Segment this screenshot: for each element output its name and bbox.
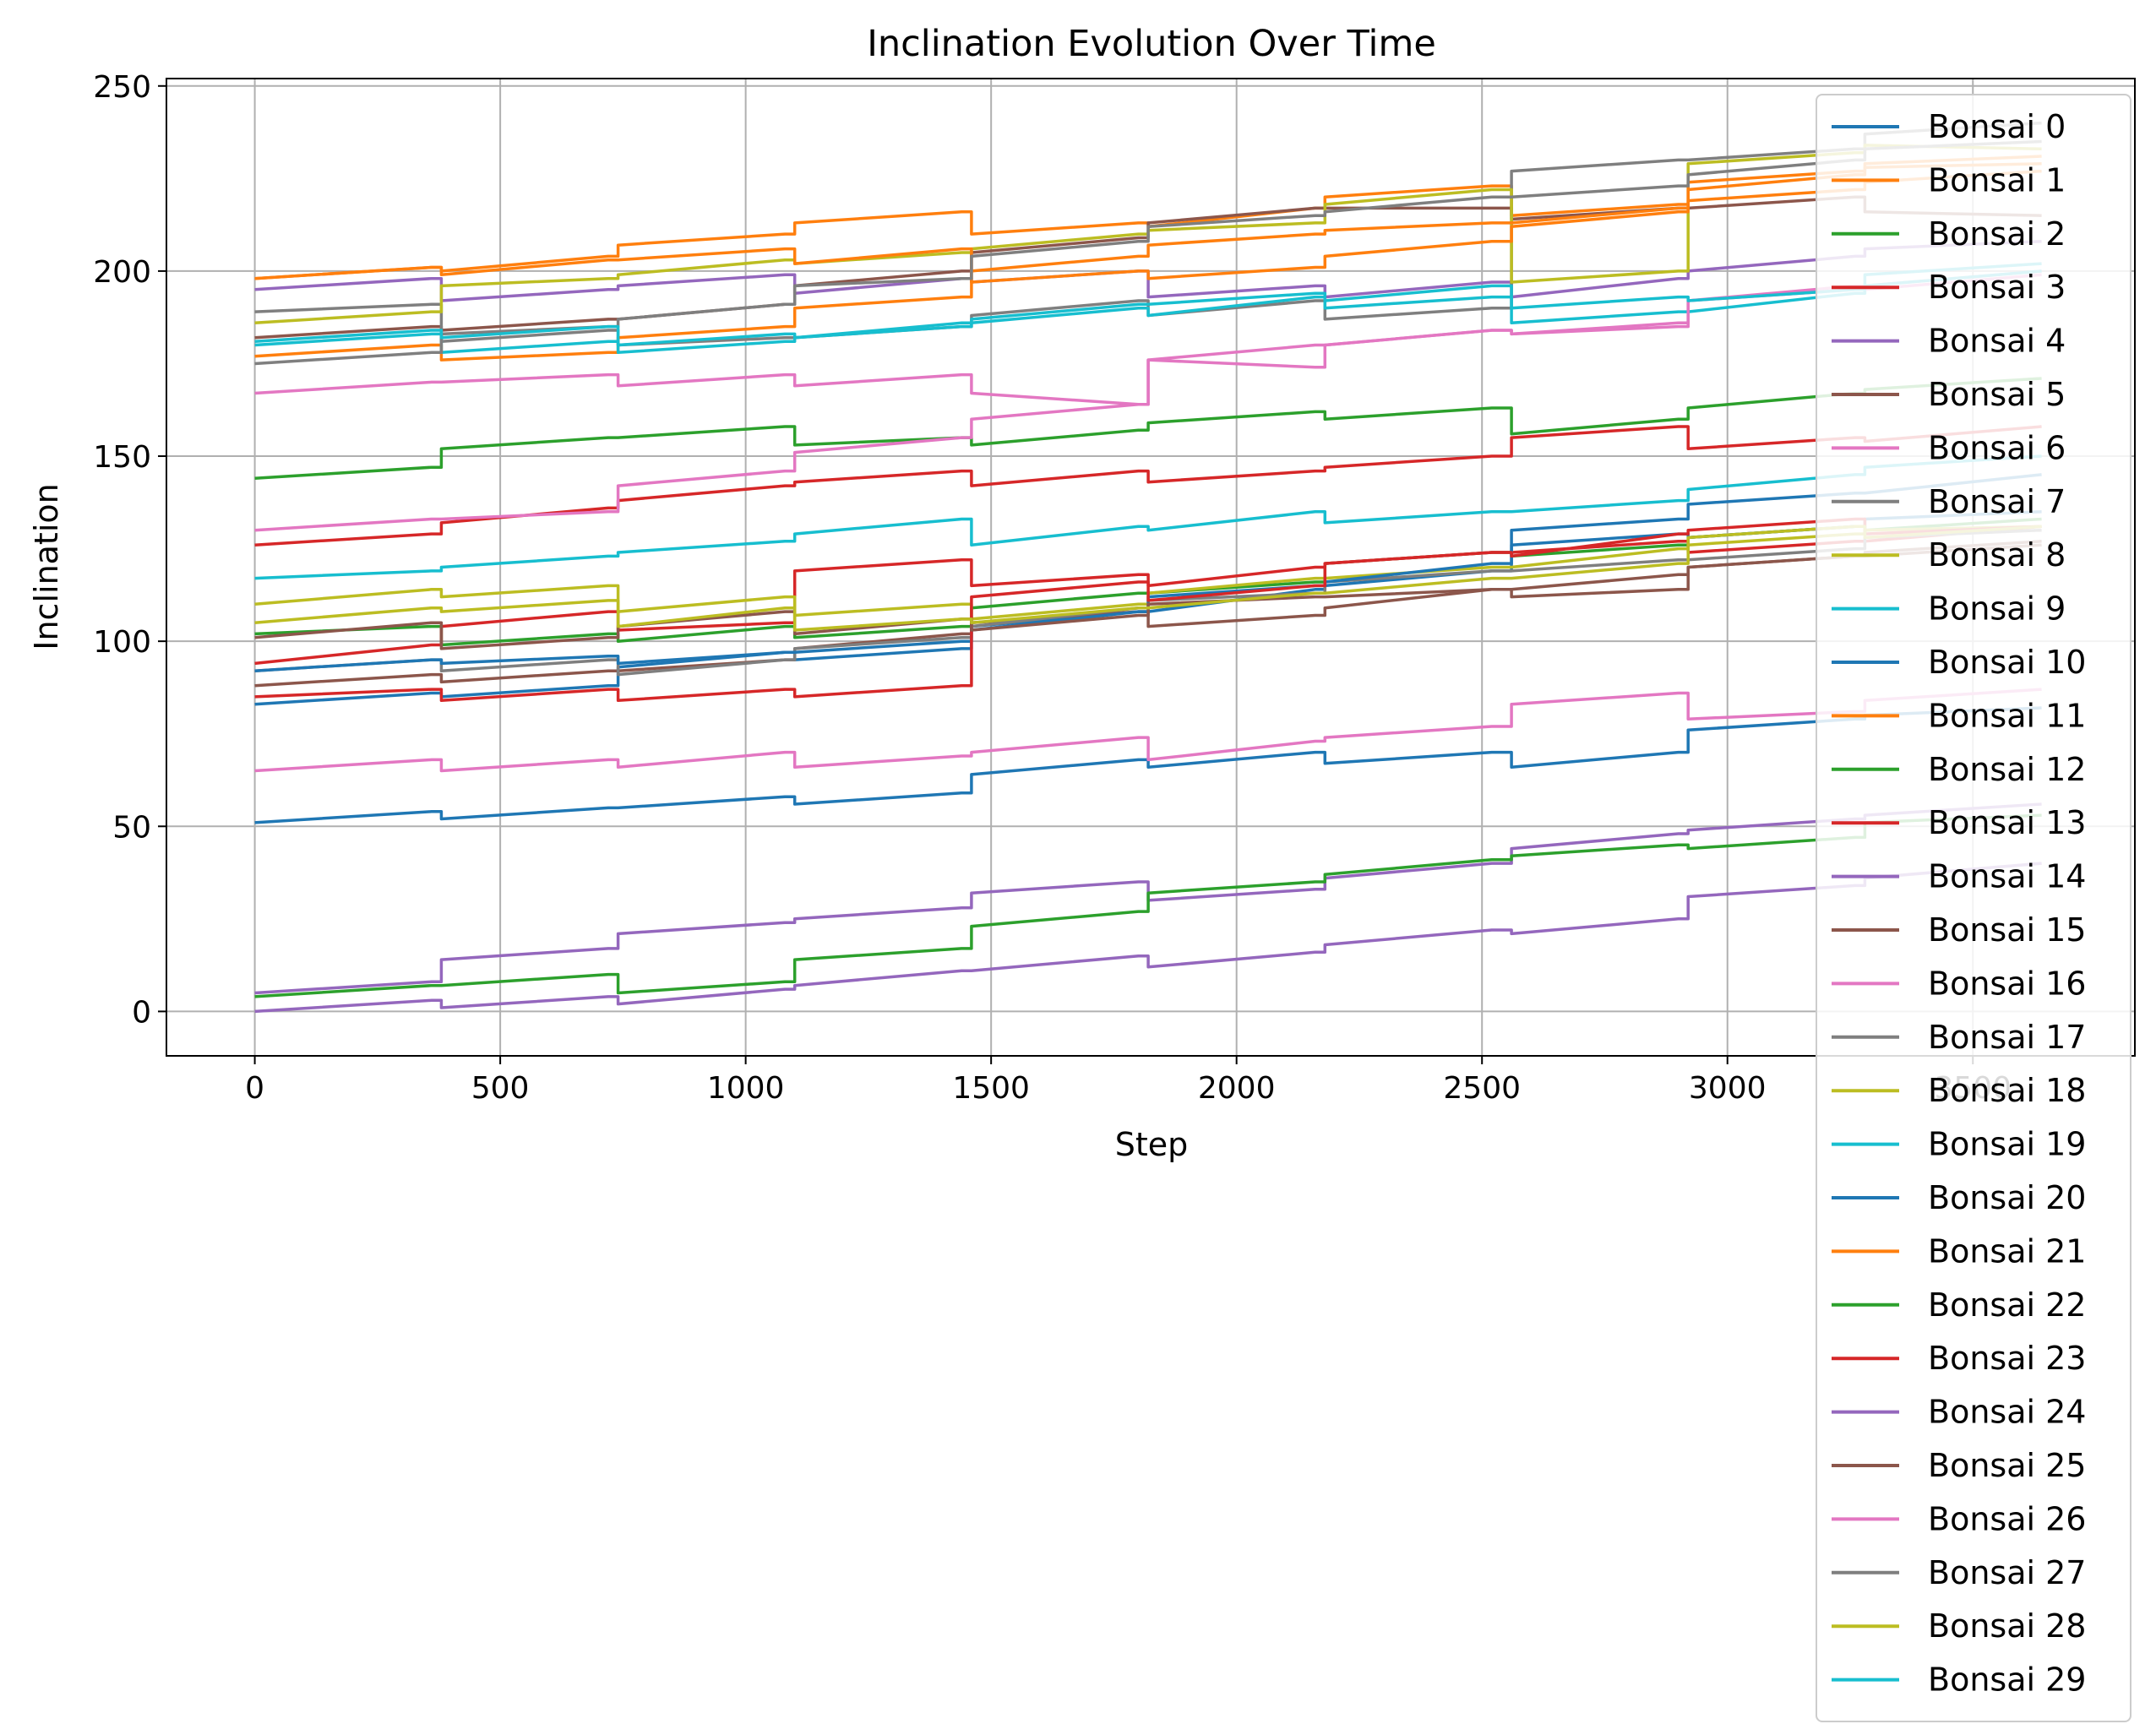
series-line-bonsai-22 [254,813,2042,998]
legend-label-bonsai-4: Bonsai 4 [1928,323,2066,360]
legend-label-bonsai-18: Bonsai 18 [1928,1072,2086,1109]
series-line-bonsai-16 [254,688,2042,773]
y-tick-label: 0 [132,995,151,1030]
y-tick-label: 150 [93,440,151,475]
x-tick-label: 2000 [1198,1071,1276,1106]
series-line-bonsai-13 [254,525,2042,666]
legend-label-bonsai-6: Bonsai 6 [1928,429,2066,466]
legend-label-bonsai-3: Bonsai 3 [1928,269,2066,306]
x-axis-label: Step [1115,1126,1189,1163]
legend-label-bonsai-1: Bonsai 1 [1928,161,2066,199]
legend-label-bonsai-11: Bonsai 11 [1928,697,2086,734]
series-line-bonsai-23 [254,517,2042,703]
legend-label-bonsai-19: Bonsai 19 [1928,1126,2086,1163]
legend-label-bonsai-16: Bonsai 16 [1928,965,2086,1002]
legend-label-bonsai-14: Bonsai 14 [1928,858,2086,895]
axes-frame [166,78,2136,1057]
legend-label-bonsai-23: Bonsai 23 [1928,1340,2086,1377]
x-tick-label: 3000 [1689,1071,1767,1106]
legend: Bonsai 0 Bonsai 1 Bonsai 2 Bonsai 3 Bonsai 4… [1816,94,2132,1722]
series-line-bonsai-25 [254,540,2042,650]
x-tick-label: 1000 [707,1071,785,1106]
series-line-bonsai-19 [254,262,2042,355]
x-tick-label: 0 [245,1071,264,1106]
series-line-bonsai-26 [254,273,2042,532]
legend-label-bonsai-13: Bonsai 13 [1928,804,2086,841]
x-tick-label: 500 [471,1071,530,1106]
legend-label-bonsai-20: Bonsai 20 [1928,1179,2086,1216]
legend-label-bonsai-0: Bonsai 0 [1928,108,2066,145]
legend-label-bonsai-27: Bonsai 27 [1928,1554,2086,1591]
series-line-bonsai-29 [254,269,2042,347]
legend-label-bonsai-17: Bonsai 17 [1928,1019,2086,1056]
series-lines [254,121,2042,1014]
legend-label-bonsai-28: Bonsai 28 [1928,1607,2086,1645]
legend-label-bonsai-10: Bonsai 10 [1928,644,2086,681]
legend-label-bonsai-22: Bonsai 22 [1928,1286,2086,1324]
legend-label-bonsai-2: Bonsai 2 [1928,215,2066,253]
legend-label-bonsai-8: Bonsai 8 [1928,536,2066,574]
series-line-bonsai-14 [254,802,2042,995]
legend-label-bonsai-9: Bonsai 9 [1928,590,2066,628]
legend-label-bonsai-26: Bonsai 26 [1928,1500,2086,1537]
legend-label-bonsai-15: Bonsai 15 [1928,911,2086,949]
legend-label-bonsai-7: Bonsai 7 [1928,483,2066,520]
series-line-bonsai-28 [254,525,2042,632]
legend-label-bonsai-29: Bonsai 29 [1928,1661,2086,1699]
series-line-bonsai-7 [254,121,2042,347]
chart-title: Inclination Evolution Over Time [867,23,1436,65]
series-line-bonsai-3 [254,425,2042,547]
x-tick-label: 1500 [952,1071,1030,1106]
y-axis-label: Inclination [28,483,65,650]
legend-label-bonsai-21: Bonsai 21 [1928,1232,2086,1270]
x-tick-label: 2500 [1443,1071,1521,1106]
y-tick-label: 100 [93,625,151,660]
legend-label-bonsai-24: Bonsai 24 [1928,1394,2086,1431]
legend-label-bonsai-5: Bonsai 5 [1928,376,2066,413]
series-line-bonsai-24 [254,862,2042,1014]
series-line-bonsai-11 [254,155,2042,362]
series-line-bonsai-10 [254,706,2042,824]
series-line-bonsai-9 [254,454,2042,580]
y-tick-label: 50 [112,810,151,845]
y-tick-label: 200 [93,255,151,290]
series-line-bonsai-2 [254,377,2042,481]
y-tick-label: 250 [93,70,151,105]
legend-label-bonsai-12: Bonsai 12 [1928,751,2086,788]
legend-label-bonsai-25: Bonsai 25 [1928,1447,2086,1484]
series-line-bonsai-21 [254,169,2042,284]
